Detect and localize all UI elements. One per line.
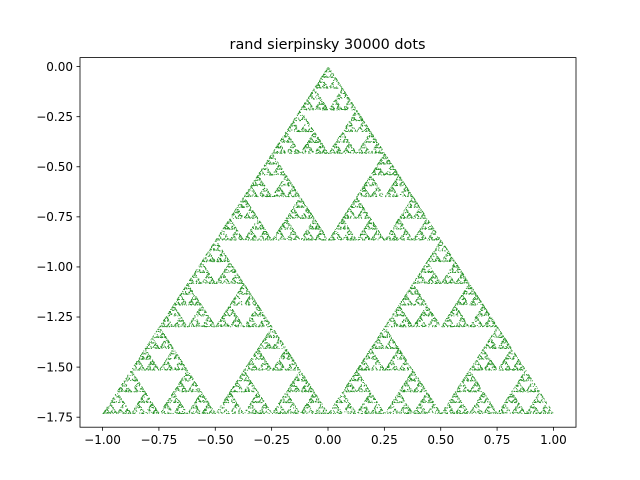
x-axis-ticks: −1.00 −0.75 −0.50 −0.25 0.00 0.25 0.50 0.75 1.00 — [84, 427, 567, 447]
dots-layer — [102, 67, 554, 415]
x-tick-label: 0.00 — [315, 433, 342, 447]
sierpinski-dots — [102, 67, 554, 415]
x-tick-label: 0.75 — [484, 433, 511, 447]
y-tick-label: −1.25 — [36, 310, 73, 324]
y-tick-label: −1.75 — [36, 410, 73, 424]
chart-title: rand sierpinsky 30000 dots — [230, 37, 426, 53]
x-tick-label: −0.50 — [197, 433, 234, 447]
y-axis-ticks: 0.00 −0.25 −0.50 −0.75 −1.00 −1.25 −1.50 −1.75 — [36, 60, 80, 424]
y-tick-label: −1.50 — [36, 360, 73, 374]
x-tick-label: −0.75 — [141, 433, 178, 447]
x-tick-label: 1.00 — [540, 433, 567, 447]
y-tick-label: −0.25 — [36, 110, 73, 124]
x-tick-label: −1.00 — [84, 433, 121, 447]
x-tick-label: 0.50 — [427, 433, 454, 447]
y-tick-label: −1.00 — [36, 260, 73, 274]
axes-frame — [79, 57, 577, 428]
x-tick-label: −0.25 — [253, 433, 290, 447]
y-tick-label: −0.75 — [36, 210, 73, 224]
y-tick-label: −0.50 — [36, 160, 73, 174]
x-tick-label: 0.25 — [371, 433, 398, 447]
y-tick-label: 0.00 — [46, 60, 73, 74]
